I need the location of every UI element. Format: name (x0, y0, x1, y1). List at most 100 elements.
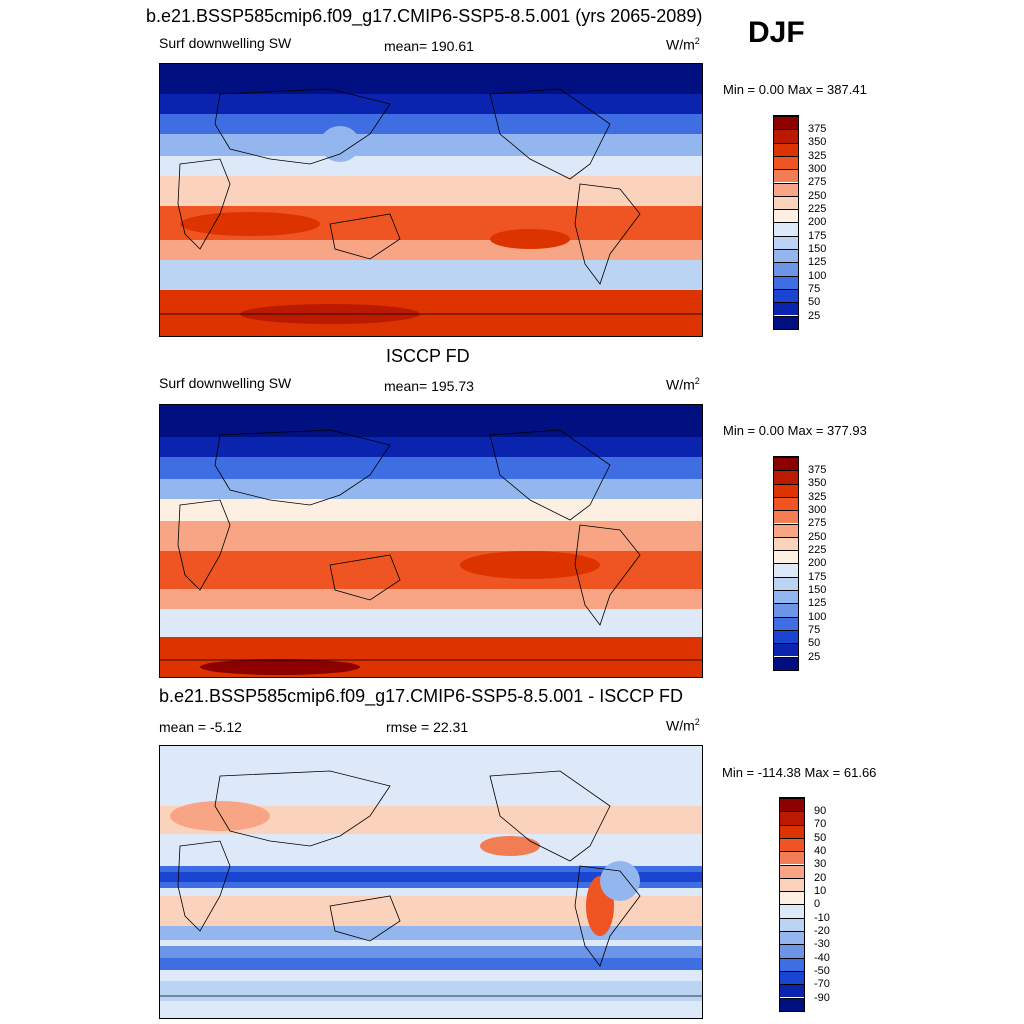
cbar-0-label: 75 (808, 283, 821, 295)
cbar-0-label: 275 (808, 176, 827, 188)
cbar-1-box (774, 563, 798, 577)
panel-0-map (159, 63, 703, 337)
panel-1-colorbar: 375 350 325 300 275 250 225 200 175 150 … (773, 456, 826, 671)
cbar-1-label: 25 (808, 651, 821, 663)
cbar-2-label: -30 (814, 938, 830, 950)
cbar-0-label: 25 (808, 310, 821, 322)
cbar-0-label: 350 (808, 136, 827, 148)
cbar-0-label: 175 (808, 230, 827, 242)
cbar-1-box (774, 496, 798, 511)
cbar-0-box (774, 222, 798, 236)
cbar-0-label: 150 (808, 243, 827, 255)
cbar-2-box (780, 944, 804, 958)
cbar-1-label: 325 (808, 491, 827, 503)
cbar-0-box (774, 275, 798, 289)
cbar-1-label: 100 (808, 611, 827, 623)
cbar-1-label: 75 (808, 624, 821, 636)
cbar-1-label: 175 (808, 571, 827, 583)
panel-0-minmax: Min = 0.00 Max = 387.41 (723, 82, 867, 97)
cbar-2-box (780, 957, 804, 971)
panel-0-variable-label: Surf downwelling SW (159, 35, 292, 51)
cbar-1-box (774, 643, 798, 657)
cbar-1-box (774, 536, 798, 551)
cbar-0-box (774, 169, 798, 183)
panel-2-minmax: Min = -114.38 Max = 61.66 (722, 765, 877, 780)
panel-2-field (160, 746, 702, 1018)
cbar-1-box (774, 523, 798, 537)
cbar-2-label: 20 (814, 872, 827, 884)
cbar-0-label: 300 (808, 163, 827, 175)
cbar-2-box (780, 917, 804, 931)
cbar-0-box (774, 288, 798, 303)
panel-0-field (160, 64, 702, 336)
cbar-2-box (780, 864, 804, 878)
cbar-1-box (774, 457, 798, 471)
cbar-0-box (774, 209, 798, 223)
cbar-0-label: 250 (808, 190, 827, 202)
panel-2-units: W/m2 (666, 717, 700, 734)
cbar-0-box (774, 129, 798, 143)
cbar-2-box (780, 904, 804, 918)
cbar-1-box (774, 483, 798, 497)
cbar-0-label: 375 (808, 123, 827, 135)
cbar-1-label: 350 (808, 477, 827, 489)
panel-0-colorbar: 375 350 325 300 275 250 225 200 175 150 … (773, 115, 826, 330)
season-label: DJF (748, 16, 805, 49)
cbar-0-label: 100 (808, 270, 827, 282)
cbar-2-label: -50 (814, 965, 830, 977)
panel-1-field (160, 405, 702, 677)
cbar-1-box (774, 603, 798, 617)
cbar-1-label: 225 (808, 544, 827, 556)
cbar-2-label: 90 (814, 805, 827, 817)
cbar-0-box (774, 116, 798, 130)
panel-1-variable-label: Surf downwelling SW (159, 375, 292, 391)
panel-2-mean-label: mean = -5.12 (159, 719, 242, 735)
cbar-2-label: -70 (814, 978, 830, 990)
cbar-0-box (774, 302, 798, 316)
cbar-1-label: 200 (808, 557, 827, 569)
cbar-0-box (774, 249, 798, 263)
cbar-1-box (774, 470, 798, 484)
cbar-0-label: 50 (808, 296, 821, 308)
cbar-2-label: 30 (814, 858, 827, 870)
cbar-0-box (774, 235, 798, 249)
cbar-2-label: -10 (814, 912, 830, 924)
cbar-1-label: 250 (808, 531, 827, 543)
cbar-0-box (774, 262, 798, 276)
cbar-1-box (774, 510, 798, 524)
cbar-1-label: 150 (808, 584, 827, 596)
cbar-2-label: 50 (814, 832, 827, 844)
cbar-0-box (774, 142, 798, 156)
cbar-2-box (780, 811, 804, 825)
cbar-2-box (780, 931, 804, 945)
cbar-2-box (780, 798, 804, 812)
panel-2-title: b.e21.BSSP585cmip6.f09_g17.CMIP6-SSP5-8.… (159, 686, 683, 706)
cbar-2-label: 10 (814, 885, 827, 897)
cbar-1-label: 375 (808, 464, 827, 476)
panel-1-title: ISCCP FD (386, 346, 470, 366)
cbar-0-label: 200 (808, 216, 827, 228)
cbar-2-box (780, 824, 804, 838)
cbar-2-label: 70 (814, 818, 827, 830)
figure-title: b.e21.BSSP585cmip6.f09_g17.CMIP6-SSP5-8.… (146, 6, 703, 26)
cbar-2-box (780, 970, 804, 985)
cbar-2-label: -40 (814, 952, 830, 964)
cbar-1-label: 275 (808, 517, 827, 529)
panel-1-map (159, 404, 703, 678)
cbar-2-label: 40 (814, 845, 827, 857)
cbar-0-box (774, 315, 798, 329)
panel-1-minmax: Min = 0.00 Max = 377.93 (723, 423, 867, 438)
panel-1-units: W/m2 (666, 376, 700, 393)
cbar-0-label: 225 (808, 203, 827, 215)
panel-2-colorbar: 90 70 50 40 30 20 10 0 -10 -20 -30 -40 -… (779, 797, 830, 1012)
cbar-1-box (774, 590, 798, 604)
panel-1-mean-label: mean= 195.73 (384, 378, 474, 394)
cbar-2-label: -90 (814, 992, 830, 1004)
cbar-2-box (780, 837, 804, 852)
cbar-0-label: 125 (808, 256, 827, 268)
cbar-2-box (780, 851, 804, 865)
cbar-1-label: 50 (808, 637, 821, 649)
cbar-1-box (774, 616, 798, 630)
cbar-2-label: 0 (814, 898, 821, 910)
cbar-1-label: 125 (808, 597, 827, 609)
